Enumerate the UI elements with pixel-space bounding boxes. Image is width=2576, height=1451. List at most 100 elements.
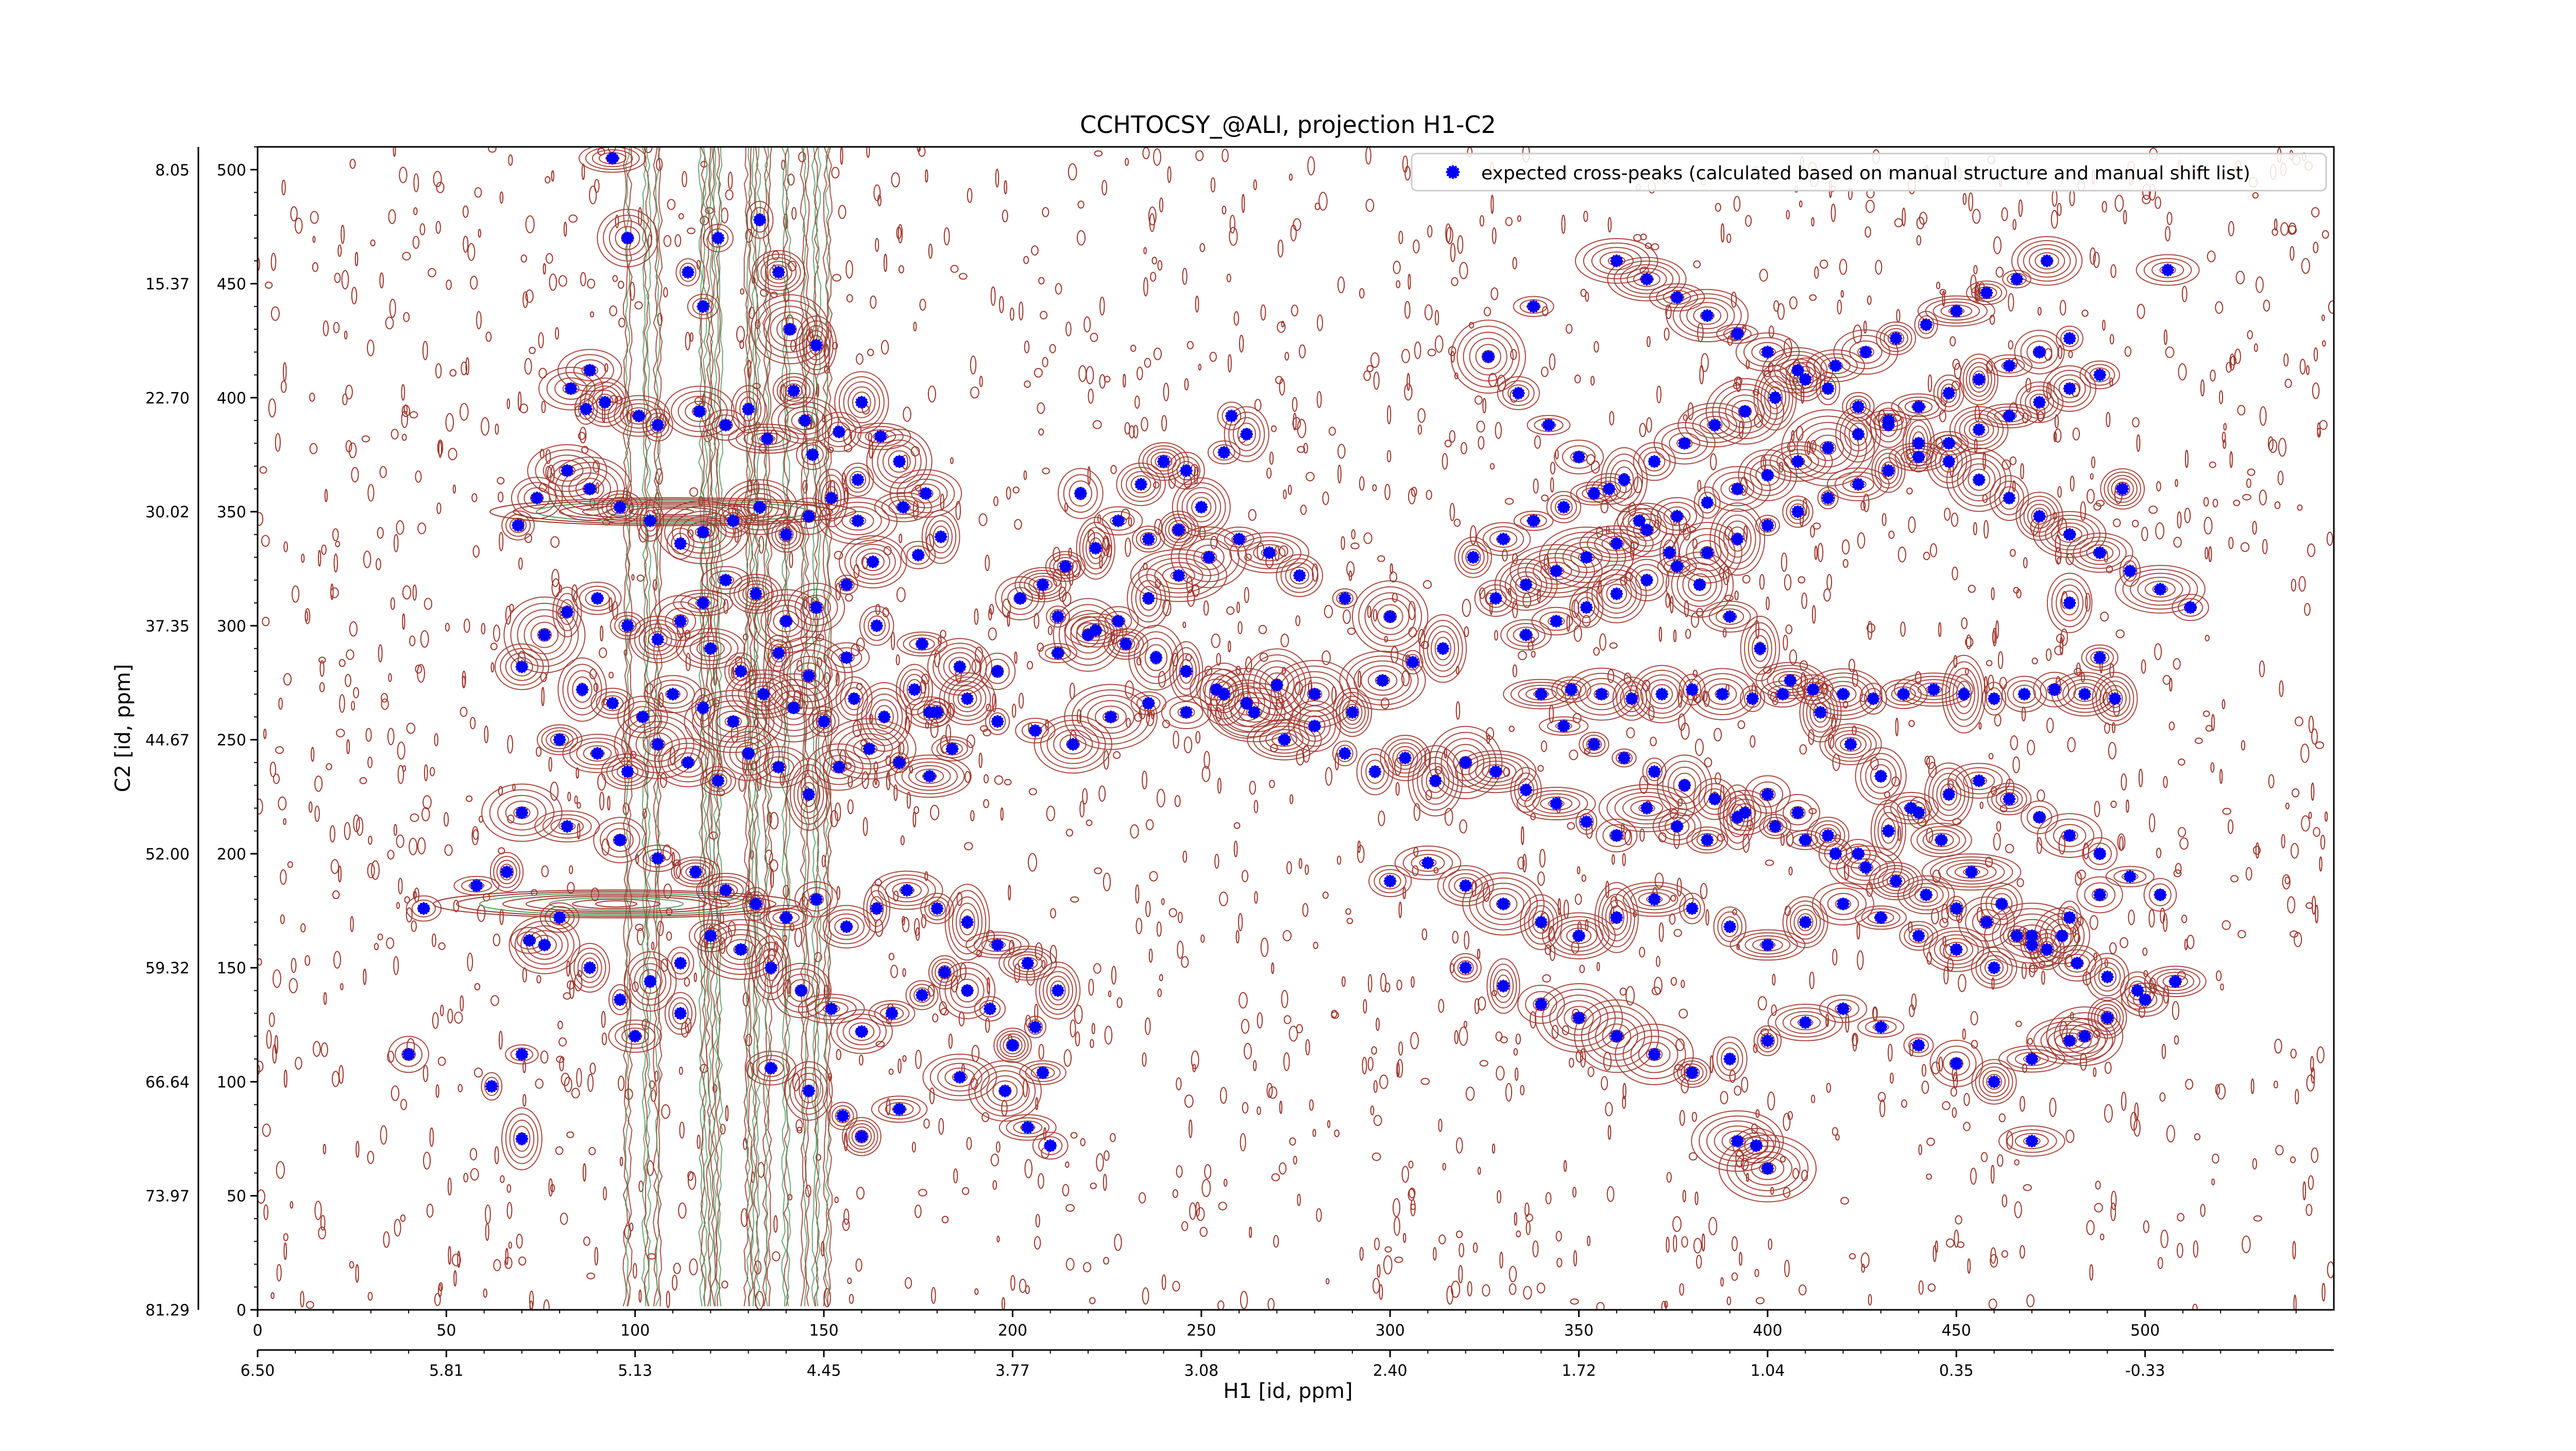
cross-peak-marker <box>2063 332 2076 345</box>
cross-peak-marker <box>2033 510 2046 523</box>
cross-peak-marker <box>851 473 865 486</box>
cross-peak-marker <box>1308 687 1321 701</box>
cross-peak-marker <box>1572 1011 1585 1024</box>
cross-peak-marker <box>1519 628 1533 642</box>
cross-peak-marker <box>930 902 944 915</box>
cross-peak-marker <box>1459 756 1472 769</box>
cross-peak-marker <box>1247 706 1261 719</box>
cross-peak-marker <box>711 231 725 245</box>
cross-peak-marker <box>866 555 879 568</box>
cross-peak-marker <box>1837 687 1850 701</box>
cross-peak-marker <box>719 884 733 897</box>
cross-peak-marker <box>984 1002 996 1016</box>
cross-peak-marker <box>1610 587 1623 600</box>
cross-peak-marker <box>1663 546 1676 560</box>
y-ppm-tick-label: 59.32 <box>145 959 190 977</box>
cross-peak-marker <box>613 500 626 514</box>
x-tick-label: 250 <box>1187 1322 1216 1340</box>
cross-peak-marker <box>991 938 1004 952</box>
x-axis-label: H1 [id, ppm] <box>1223 1379 1352 1403</box>
cross-peak-marker <box>1950 943 1963 956</box>
cross-peak-marker <box>1950 902 1963 915</box>
cross-peak-marker <box>802 788 816 801</box>
cross-peak-marker <box>1172 569 1185 582</box>
cross-peak-marker <box>613 993 626 1006</box>
y-ppm-tick-label: 22.70 <box>145 390 190 408</box>
cross-peak-marker <box>1489 765 1502 779</box>
cross-peak-marker <box>1972 423 1986 436</box>
cross-peak-marker <box>591 592 604 605</box>
y-ppm-tick-label: 81.29 <box>145 1302 190 1320</box>
cross-peak-marker <box>809 892 823 906</box>
cross-peak-marker <box>1519 783 1533 797</box>
cross-peak-marker <box>874 430 887 443</box>
cross-peak-marker <box>697 596 710 610</box>
cross-peak-marker <box>515 1132 529 1145</box>
y-ppm-tick-label: 30.02 <box>145 503 190 521</box>
cross-peak-marker <box>1640 273 1653 286</box>
cross-peak-marker <box>1753 642 1767 655</box>
legend-marker-symbol <box>1446 165 1460 179</box>
cross-peak-marker <box>629 1030 642 1043</box>
cross-peak-marker <box>651 633 665 646</box>
legend-box <box>1411 153 2327 192</box>
cross-peak-marker <box>674 537 687 550</box>
cross-peak-marker <box>1119 637 1132 651</box>
cross-peak-marker <box>779 615 793 628</box>
cross-peak-marker <box>911 548 925 562</box>
cross-peak-marker <box>802 510 816 523</box>
cross-peak-marker <box>1527 300 1540 313</box>
cross-peak-marker <box>2003 409 2016 423</box>
chart-title: CCHTOCSY_@ALI, projection H1-C2 <box>1080 111 1496 139</box>
cross-peak-marker <box>1610 537 1623 550</box>
cross-peak-marker <box>1376 674 1389 687</box>
x-tick-label: 50 <box>436 1322 456 1340</box>
cross-peak-marker <box>742 402 755 416</box>
cross-peak-marker <box>749 587 762 600</box>
cross-peak-marker <box>1852 847 1865 861</box>
cross-peak-marker <box>1912 806 1925 819</box>
cross-peak-marker <box>1421 856 1434 870</box>
cross-peak-marker <box>1670 560 1684 573</box>
cross-peak-marker <box>1051 984 1064 997</box>
cross-peak-marker <box>1957 687 1971 701</box>
cross-peak-marker <box>1980 916 1993 929</box>
cross-peak-marker <box>945 742 959 755</box>
cross-peak-marker <box>1882 824 1895 838</box>
cross-peak-marker <box>1769 391 1782 404</box>
cross-peak-marker <box>1761 1162 1774 1175</box>
cross-peak-marker <box>1633 514 1646 528</box>
cross-peak-marker <box>651 418 665 432</box>
cross-peak-marker <box>760 432 774 445</box>
cross-peak-marker <box>1693 578 1706 592</box>
cross-peak-marker <box>1195 500 1208 514</box>
cross-peak-marker <box>1550 797 1563 810</box>
cross-peak-marker <box>2040 943 2054 956</box>
x-tick-label: 100 <box>620 1322 650 1340</box>
cross-peak-marker <box>2139 993 2152 1006</box>
cross-peak-marker <box>753 500 766 514</box>
cross-peak-marker <box>1028 724 1042 737</box>
cross-peak-marker <box>2033 811 2046 824</box>
cross-peak-marker <box>1920 318 1933 331</box>
cross-peak-marker <box>840 578 853 592</box>
x-tick-label: 450 <box>1942 1322 1971 1340</box>
cross-peak-marker <box>583 482 597 496</box>
cross-peak-marker <box>1028 1020 1042 1034</box>
cross-peak-marker <box>794 984 808 997</box>
cross-peak-marker <box>1089 623 1103 637</box>
cross-peak-marker <box>1466 551 1480 564</box>
cross-peak-marker <box>1837 897 1850 910</box>
cross-peak-marker <box>742 747 755 760</box>
cross-peak-marker <box>779 528 793 541</box>
cross-peak-marker <box>855 1130 868 1143</box>
cross-peak-marker <box>523 934 536 947</box>
cross-peak-marker <box>681 265 694 279</box>
cross-peak-marker <box>1738 404 1752 418</box>
cross-peak-marker <box>896 500 910 514</box>
cross-peak-marker <box>1497 980 1510 993</box>
cross-peak-marker <box>1935 833 1948 847</box>
cross-peak-marker <box>2116 482 2129 496</box>
cross-peak-marker <box>2010 273 2023 286</box>
